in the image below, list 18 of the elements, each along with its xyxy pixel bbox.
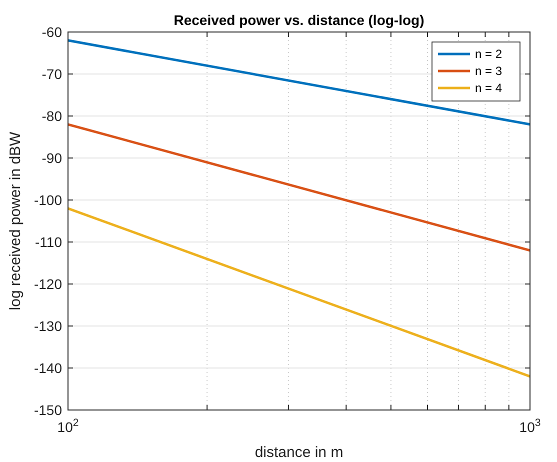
y-tick-label: -70 [42,66,62,82]
y-tick-label: -80 [42,108,62,124]
x-tick-label: 10$^{3}$ [519,417,541,435]
legend-label: n = 4 [475,81,502,95]
y-tick-label: -100 [34,192,62,208]
y-tick-label: -120 [34,276,62,292]
y-axis-title: log received power in dBW [7,130,24,310]
y-tick-label: -150 [34,402,62,418]
chart-title: Received power vs. distance (log-log) [174,12,424,28]
y-tick-label: -110 [35,234,62,250]
x-axis-title: distance in m [254,444,344,461]
y-tick-label: -130 [34,318,62,334]
legend-label: n = 3 [475,64,502,78]
x-tick-label: 10$^{2}$ [57,417,79,435]
y-tick-label: -90 [42,150,62,166]
y-tick-label: -140 [34,360,62,376]
y-tick-label: -60 [42,24,62,40]
legend-label: n = 2 [475,47,502,61]
